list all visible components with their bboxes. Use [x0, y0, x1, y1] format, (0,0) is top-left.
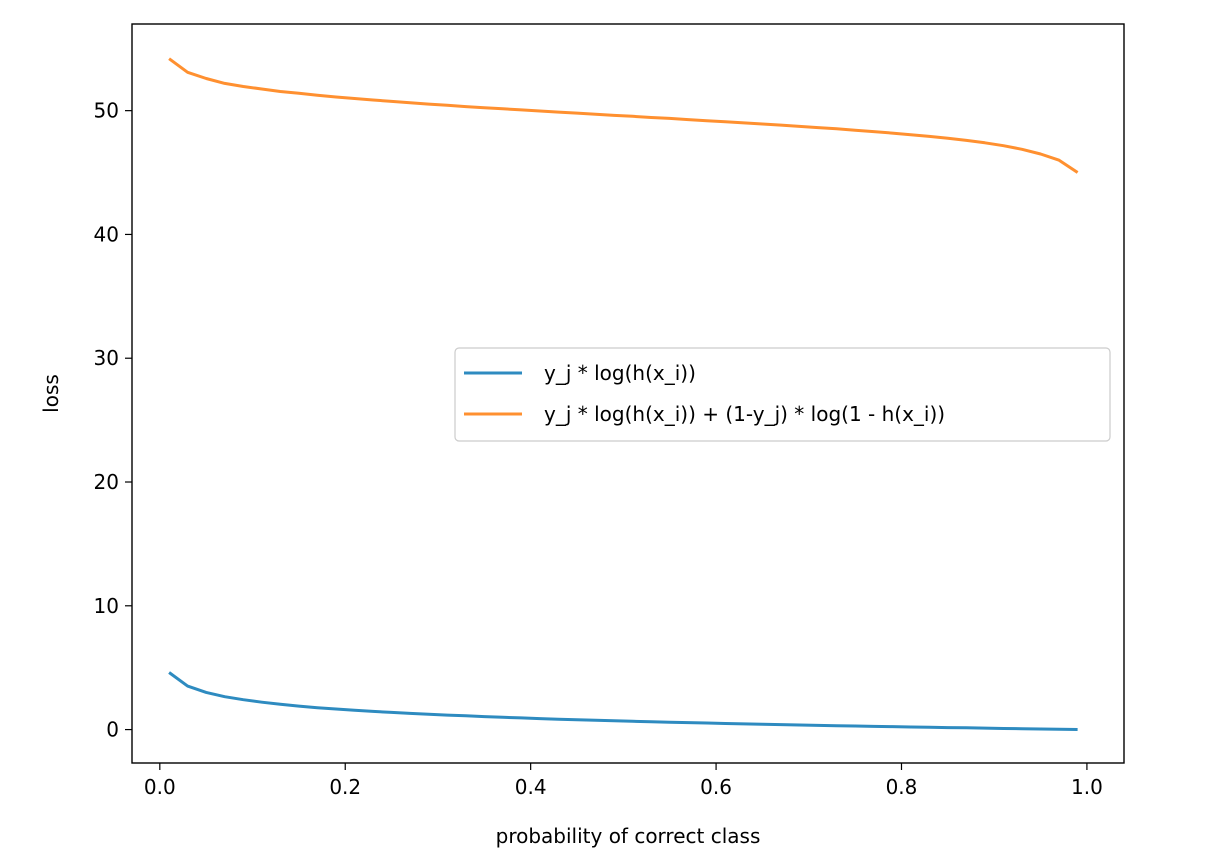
legend-box [454, 347, 1111, 442]
legend: y_j * log(h(x_i)) y_j * log(h(x_i)) + (1-… [454, 347, 1111, 442]
y-tick-label: 40 [94, 222, 119, 246]
x-tick-label: 0.2 [329, 775, 361, 799]
y-tick-label: 0 [106, 718, 119, 742]
y-axis-ticks: 0 10 20 30 40 50 [94, 99, 132, 742]
series-lines [168, 57, 1079, 731]
y-tick-label: 20 [94, 470, 119, 494]
x-tick-label: 1.0 [1071, 775, 1103, 799]
y-tick-label: 50 [94, 99, 119, 123]
y-tick-label: 30 [94, 346, 119, 370]
y-tick-label: 10 [94, 594, 119, 618]
x-tick-label: 0.6 [700, 775, 732, 799]
legend-entry-label: y_j * log(h(x_i)) [544, 361, 696, 385]
x-axis-label: probability of correct class [496, 824, 761, 848]
y-axis-label: loss [39, 374, 63, 413]
legend-entry-label: y_j * log(h(x_i)) + (1-y_j) * log(1 - h(… [544, 402, 945, 426]
series-line-2 [168, 57, 1079, 174]
plot-area-frame [131, 23, 1125, 764]
x-axis-ticks: 0.0 0.2 0.4 0.6 0.8 1.0 [144, 763, 1103, 799]
series-line-1 [168, 671, 1078, 731]
x-tick-label: 0.4 [515, 775, 547, 799]
x-tick-label: 0.8 [886, 775, 918, 799]
x-tick-label: 0.0 [144, 775, 176, 799]
